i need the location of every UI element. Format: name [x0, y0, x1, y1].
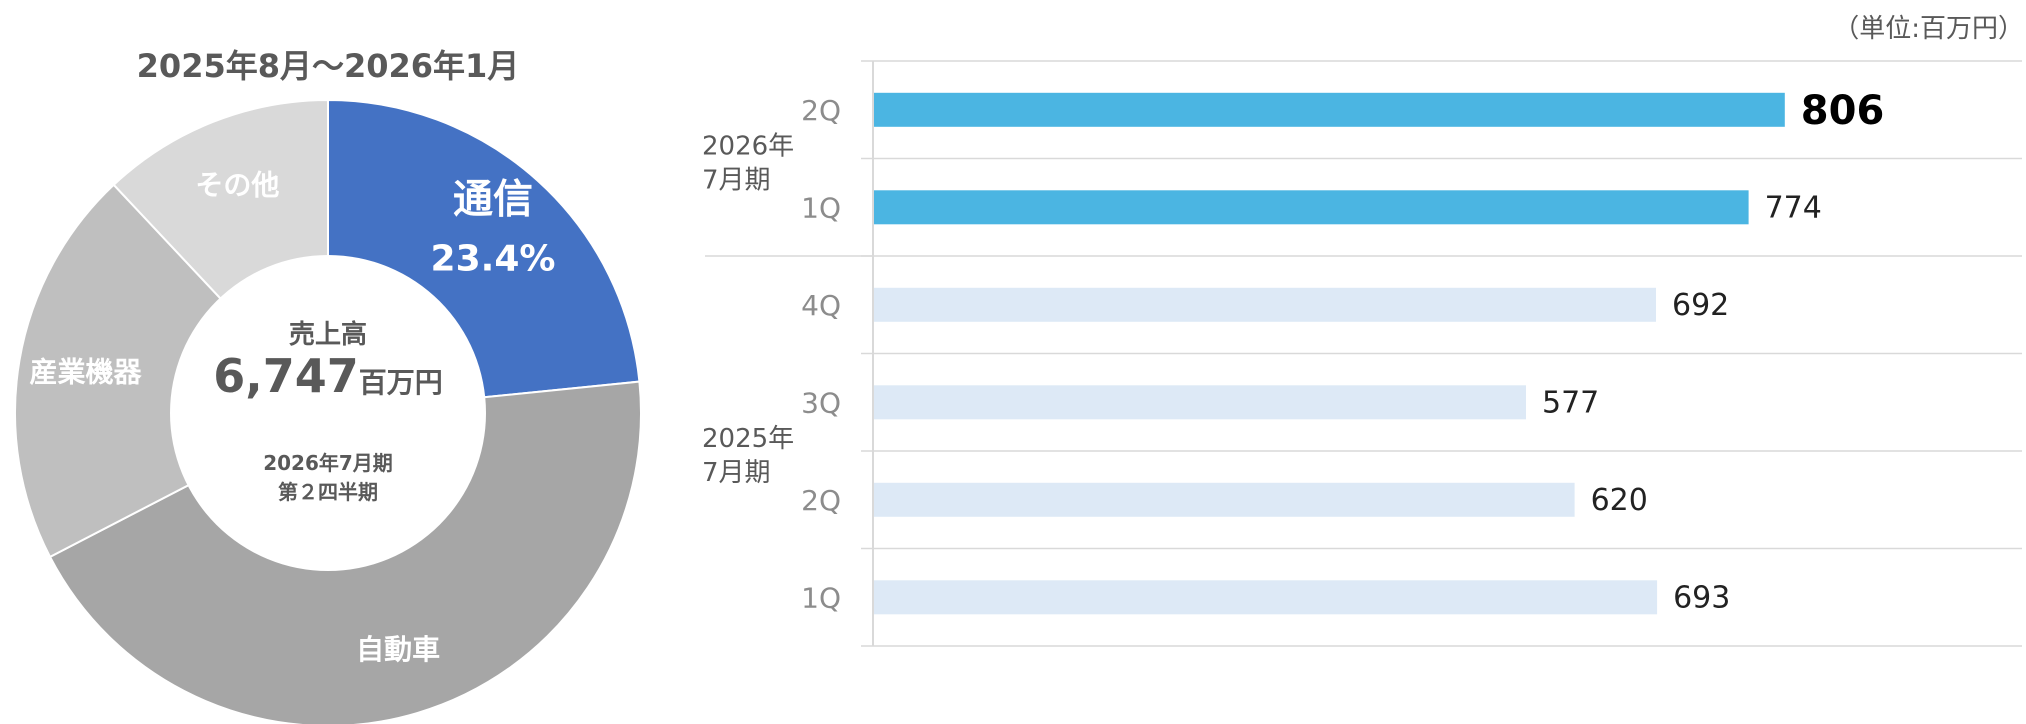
- bar-value-label-0: 806: [1801, 88, 1885, 134]
- bar-0: [874, 92, 1785, 127]
- bar-value-label-4: 620: [1591, 483, 1648, 518]
- bar-group-label-0-line1: 2026年: [702, 132, 794, 162]
- bar-value-label-3: 577: [1542, 385, 1599, 420]
- donut-slice-label-0: 通信: [453, 177, 533, 223]
- donut-slice-label-1: 自動車: [356, 633, 440, 666]
- bar-group-labels: 2026年 7月期 2025年 7月期: [702, 132, 794, 489]
- bar-5: [874, 580, 1658, 615]
- bar-4: [874, 482, 1575, 517]
- bar-category-label-3: 3Q: [801, 386, 841, 419]
- bar-value-label-2: 692: [1672, 288, 1729, 323]
- bar-gridlines: [705, 60, 2022, 647]
- donut-hole: [170, 255, 486, 571]
- bar-1: [874, 190, 1749, 225]
- bar-group-label-1-line1: 2025年: [702, 424, 794, 454]
- bar-group-label-0-line2: 7月期: [702, 166, 771, 196]
- bar-3: [874, 385, 1526, 420]
- bar-marks: 806 774 692 577 620 693: [874, 88, 1885, 615]
- bar-category-label-1: 1Q: [801, 191, 841, 224]
- donut-title: 2025年8月～2026年1月: [137, 47, 520, 85]
- donut-slice-label-3: その他: [195, 168, 279, 201]
- unit-label: （単位:百万円）: [1833, 14, 2024, 44]
- bar-chart: （単位:百万円） 806 774 692 577 620 693 2Q 1Q 4Q 3Q 2Q 1Q…: [702, 14, 2024, 647]
- donut-chart: 2025年8月～2026年1月 通信 23.4% 自動車 産業機器 その他 売上高 6,…: [14, 47, 642, 724]
- bar-category-label-4: 2Q: [801, 484, 841, 517]
- donut-slice-label-2: 産業機器: [29, 356, 142, 389]
- center-period-line1: 2026年7月期: [263, 451, 393, 475]
- bar-group-label-1-line2: 7月期: [702, 458, 771, 488]
- bar-value-label-1: 774: [1765, 190, 1822, 225]
- center-value-line: 6,747百万円: [213, 349, 443, 403]
- bar-2: [874, 287, 1656, 322]
- bar-category-label-5: 1Q: [801, 581, 841, 614]
- donut-slice-2: [14, 183, 330, 559]
- bar-category-label-0: 2Q: [801, 94, 841, 127]
- center-period-line2: 第２四半期: [278, 480, 378, 504]
- donut-labels: 通信 23.4% 自動車 産業機器 その他: [29, 168, 556, 666]
- donut-slice-value-0: 23.4%: [431, 239, 556, 280]
- center-value: 6,747: [213, 349, 359, 403]
- center-unit: 百万円: [359, 366, 443, 399]
- center-label: 売上高: [289, 319, 367, 350]
- bar-value-label-5: 693: [1673, 580, 1730, 615]
- bar-category-label-2: 4Q: [801, 289, 841, 322]
- bar-category-labels: 2Q 1Q 4Q 3Q 2Q 1Q: [801, 94, 841, 614]
